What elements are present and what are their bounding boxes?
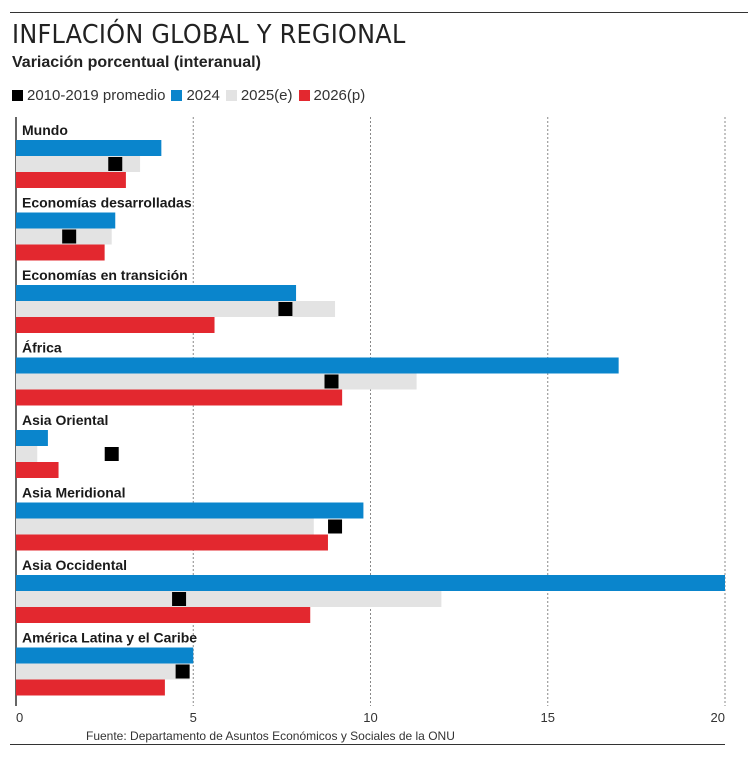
chart-subtitle: Variación porcentual (interanual) (12, 54, 261, 71)
bar-2025e (16, 373, 417, 390)
x-tick-label: 10 (363, 710, 377, 725)
bar-2024 (16, 140, 162, 156)
bars (16, 140, 725, 696)
category-label: África (22, 340, 62, 356)
bar-2026p (16, 317, 215, 333)
category-label: Mundo (22, 122, 68, 138)
bar-2024 (16, 357, 619, 374)
x-tick-label: 20 (711, 710, 725, 725)
marker-promedio (328, 519, 343, 534)
top-rule (10, 12, 748, 13)
bar-2024 (16, 575, 725, 591)
legend-item-2024: 2024 (171, 87, 220, 104)
marker-promedio (172, 592, 187, 606)
bar-2024 (16, 502, 364, 519)
marker-promedio (62, 229, 77, 244)
category-label: Economías en transición (22, 267, 188, 283)
bar-2024 (16, 430, 48, 446)
bar-2024 (16, 647, 194, 664)
chart-title: INFLACIÓN GLOBAL Y REGIONAL (12, 20, 406, 50)
category-label: Economías desarrolladas (22, 195, 192, 211)
category-labels: Mundo Economías desarrolladas Economías en… (22, 122, 197, 646)
x-tick-label: 5 (190, 710, 197, 725)
bar-2026p (16, 534, 328, 551)
x-tick-label: 15 (541, 710, 555, 725)
legend-swatch-2025 (225, 90, 237, 101)
marker-promedio (278, 302, 293, 316)
category-label: América Latina y el Caribe (22, 630, 197, 646)
bar-2026p (16, 607, 311, 623)
x-tick-label: 0 (16, 710, 23, 725)
bottom-rule (10, 744, 725, 745)
bar-2025e (16, 446, 38, 462)
bar-2025e (16, 663, 190, 680)
source-note: Fuente: Departamento de Asuntos Económic… (86, 729, 455, 743)
legend-label: 2010-2019 promedio (27, 87, 166, 104)
category-label: Asia Occidental (22, 557, 127, 573)
category-label: Asia Oriental (22, 412, 108, 428)
bar-2026p (16, 172, 126, 188)
legend-label: 2026(p) (313, 87, 366, 104)
bar-2025e (16, 518, 314, 535)
legend-item-promedio: 2010-2019 promedio (12, 87, 165, 104)
x-tick-labels: 0 5 10 15 20 (16, 710, 725, 725)
legend-label: 2024 (186, 87, 220, 104)
bar-2025e (16, 301, 336, 317)
bar-2026p (16, 244, 105, 261)
bar-2025e (16, 591, 442, 607)
bar-2026p (16, 389, 343, 406)
legend-item-2026: 2026(p) (298, 87, 366, 104)
legend-item-2025: 2025(e) (225, 87, 293, 104)
marker-promedio (175, 664, 190, 679)
legend: 2010-2019 promedio 2024 2025(e) 2026(p) (12, 87, 367, 104)
marker-promedio (104, 447, 119, 461)
category-label: Asia Meridional (22, 485, 125, 501)
marker-promedio (324, 374, 339, 389)
legend-swatch-2024 (171, 90, 183, 101)
bar-2026p (16, 462, 59, 478)
legend-swatch-promedio (12, 90, 23, 101)
marker-promedio (108, 157, 123, 171)
legend-swatch-2026 (298, 90, 310, 101)
bar-2026p (16, 679, 165, 696)
legend-label: 2025(e) (240, 87, 293, 104)
bar-2024 (16, 212, 116, 229)
bar-2024 (16, 285, 297, 301)
